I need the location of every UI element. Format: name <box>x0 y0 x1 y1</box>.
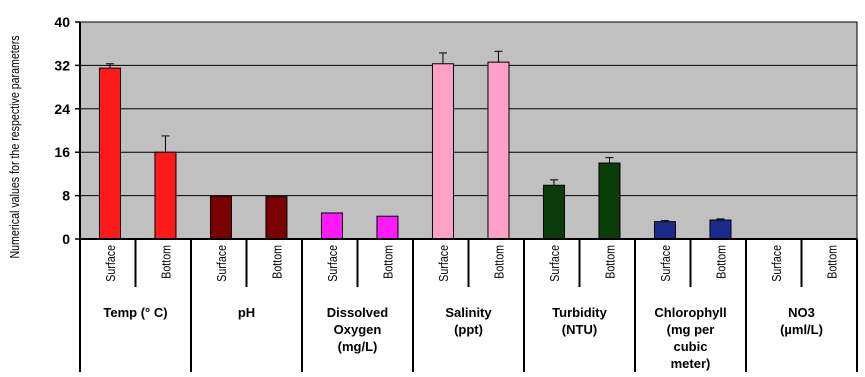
category-label: (µml/L) <box>780 322 823 337</box>
sub-category-label: Surface <box>214 245 229 282</box>
y-tick-label: 16 <box>54 144 70 160</box>
bar-turbidity-surface <box>543 185 564 239</box>
category-label: Salinity <box>445 305 492 320</box>
bar-dissolved-bottom <box>377 216 398 239</box>
category-label: Turbidity <box>552 305 607 320</box>
sub-category-label: Surface <box>658 245 673 282</box>
category-label: cubic <box>674 339 708 354</box>
category-label: (ppt) <box>454 322 483 337</box>
bar-ph-bottom <box>266 197 287 239</box>
category-label: Temp (° C) <box>103 305 167 320</box>
category-label: Dissolved <box>327 305 388 320</box>
bar-ph-surface <box>210 196 231 239</box>
bar-salinity-bottom <box>488 62 509 239</box>
bar-chlorophyll-bottom <box>710 220 731 239</box>
category-label: (NTU) <box>562 322 597 337</box>
bar-dissolved-surface <box>321 213 342 239</box>
sub-category-label: Bottom <box>491 245 506 279</box>
category-label: (mg/L) <box>338 339 378 354</box>
bar-temp-c-bottom <box>155 152 176 239</box>
sub-category-label: Surface <box>103 245 118 282</box>
bar-chlorophyll-surface <box>654 222 675 239</box>
y-tick-label: 8 <box>62 188 70 204</box>
category-labels: Surface Bottom Temp (° C) Surface Bottom pH Su… <box>103 245 840 371</box>
plot-area <box>80 22 857 239</box>
bar-turbidity-bottom <box>599 163 620 239</box>
category-label: (mg per <box>667 322 715 337</box>
y-tick-label: 32 <box>54 57 70 73</box>
sub-category-label: Surface <box>769 245 784 282</box>
sub-category-label: Bottom <box>158 245 173 279</box>
y-axis-label: Numerical values for the respective para… <box>7 35 22 258</box>
y-tick-label: 0 <box>62 231 70 247</box>
bar-temp-c-surface <box>99 68 120 239</box>
category-label: Oxygen <box>334 322 382 337</box>
sub-category-label: Bottom <box>269 245 284 279</box>
sub-category-label: Bottom <box>380 245 395 279</box>
sub-category-label: Surface <box>547 245 562 282</box>
bar-salinity-surface <box>432 64 453 239</box>
y-tick-label: 40 <box>54 14 70 30</box>
sub-category-label: Bottom <box>602 245 617 279</box>
sub-category-label: Surface <box>325 245 340 282</box>
sub-category-label: Bottom <box>713 245 728 279</box>
sub-category-label: Bottom <box>824 245 839 279</box>
category-label: pH <box>238 305 255 320</box>
category-label: Chlorophyll <box>654 305 726 320</box>
category-label: NO3 <box>788 305 815 320</box>
category-label: meter) <box>671 356 711 371</box>
y-tick-label: 24 <box>54 101 70 117</box>
sub-category-label: Surface <box>436 245 451 282</box>
